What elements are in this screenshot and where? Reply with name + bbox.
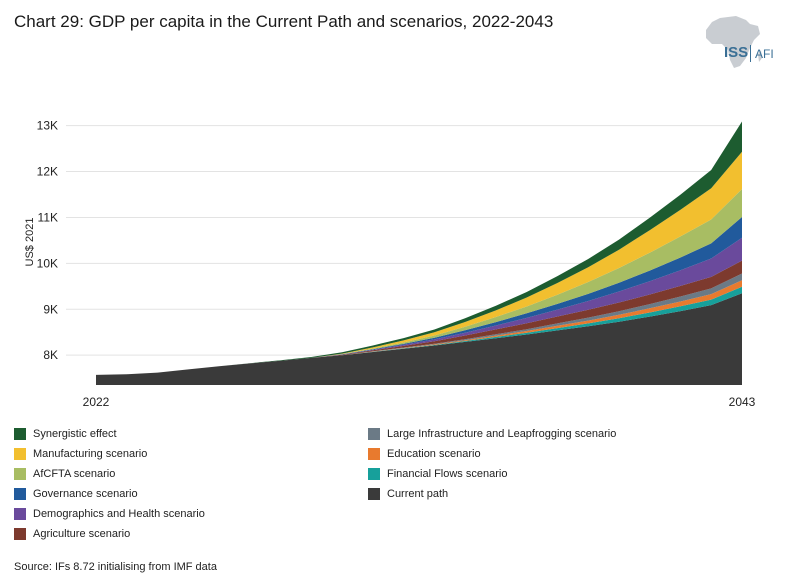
area-layers — [96, 121, 742, 385]
legend-label: Education scenario — [387, 448, 481, 460]
legend-swatch — [368, 448, 380, 460]
area-current-path — [96, 293, 742, 385]
y-tick-label: 12K — [37, 165, 58, 179]
legend-item: Agriculture scenario — [14, 524, 205, 544]
y-tick-label: 8K — [43, 348, 58, 362]
legend-label: Agriculture scenario — [33, 528, 131, 540]
logo-subtitle: AFI — [755, 47, 774, 61]
y-axis-ticks: 8K 9K 10K 11K 12K 13K — [37, 119, 58, 363]
legend-label: Governance scenario — [33, 488, 138, 500]
legend-label: Financial Flows scenario — [387, 468, 508, 480]
source-note: Source: IFs 8.72 initialising from IMF d… — [14, 561, 217, 573]
legend-swatch — [14, 428, 26, 440]
x-axis-ticks: 2022 2043 — [83, 395, 756, 409]
legend-swatch — [368, 428, 380, 440]
legend-item: Large Infrastructure and Leapfrogging sc… — [368, 424, 616, 444]
legend-swatch — [14, 448, 26, 460]
y-tick-label: 9K — [43, 302, 58, 316]
legend-label: Large Infrastructure and Leapfrogging sc… — [387, 428, 617, 440]
legend-label: AfCFTA scenario — [33, 468, 116, 480]
area-chart: 8K 9K 10K 11K 12K 13K 2022 2043 US$ 2021 — [24, 119, 756, 409]
legend-item: Manufacturing scenario — [14, 444, 205, 464]
legend-swatch — [368, 468, 380, 480]
legend-item: Current path — [368, 484, 616, 504]
legend-swatch — [14, 508, 26, 520]
legend-label: Current path — [387, 488, 449, 500]
legend-label: Manufacturing scenario — [33, 448, 148, 460]
area-synergistic-effect — [96, 121, 742, 375]
africa-map-icon — [706, 16, 762, 68]
x-tick-label: 2043 — [729, 395, 756, 409]
y-tick-label: 10K — [37, 256, 58, 270]
legend-item: Synergistic effect — [14, 424, 205, 444]
logo-name: ISS — [724, 44, 749, 61]
legend-right-column: Large Infrastructure and Leapfrogging sc… — [368, 424, 616, 504]
x-tick-label: 2022 — [83, 395, 110, 409]
legend-swatch — [14, 528, 26, 540]
legend-swatch — [14, 468, 26, 480]
y-tick-label: 13K — [37, 119, 58, 133]
legend-swatch — [14, 488, 26, 500]
legend-item: Education scenario — [368, 444, 616, 464]
y-axis-label: US$ 2021 — [24, 218, 36, 267]
legend-left-column: Synergistic effect Manufacturing scenario… — [14, 424, 205, 544]
chart-title: Chart 29: GDP per capita in the Current … — [14, 12, 554, 31]
legend-item: AfCFTA scenario — [14, 464, 205, 484]
area-manufacturing-scenario — [96, 151, 742, 375]
legend-swatch — [368, 488, 380, 500]
y-tick-label: 11K — [38, 210, 58, 224]
legend-item: Governance scenario — [14, 484, 205, 504]
legend-label: Synergistic effect — [33, 428, 117, 440]
legend-label: Demographics and Health scenario — [33, 508, 205, 520]
legend-item: Demographics and Health scenario — [14, 504, 205, 524]
logo-divider — [750, 45, 751, 62]
legend-item: Financial Flows scenario — [368, 464, 616, 484]
area-afcfta-scenario — [96, 189, 742, 375]
